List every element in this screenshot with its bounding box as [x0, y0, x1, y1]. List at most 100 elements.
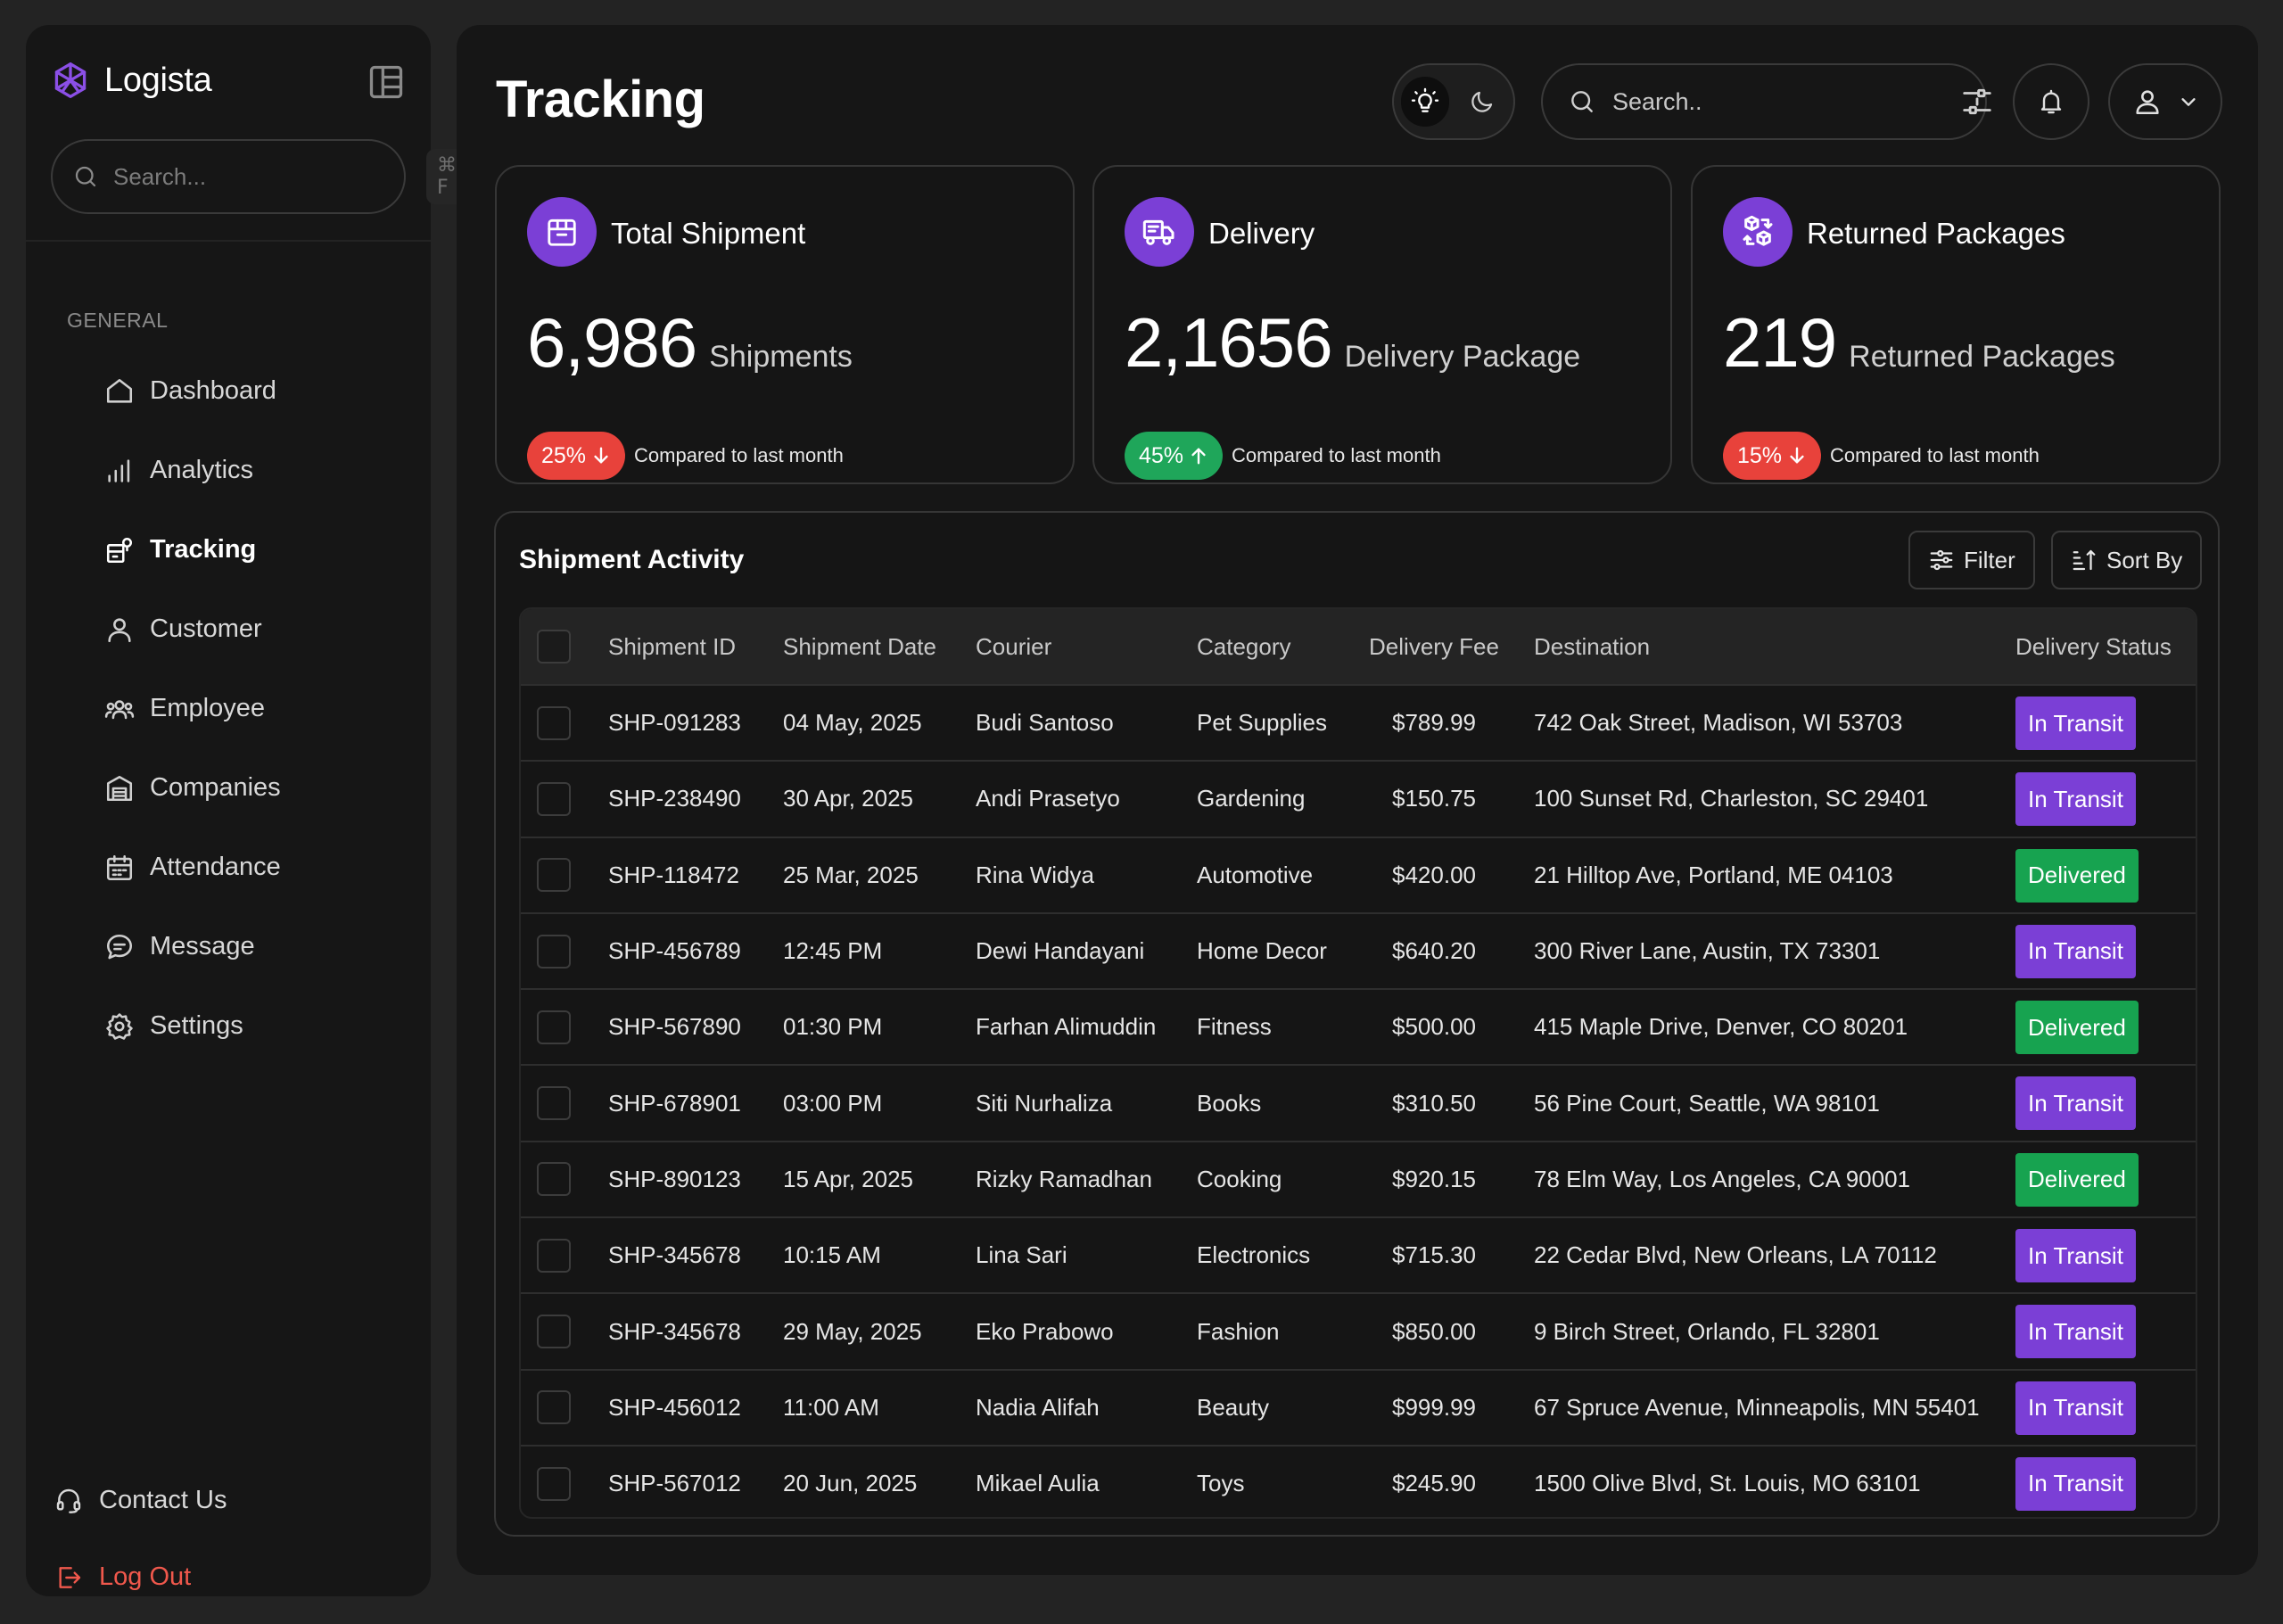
filter-label: Filter	[1964, 546, 2015, 573]
table-row[interactable]: SHP-567890 01:30 PM Farhan Alimuddin Fitnes…	[521, 988, 2196, 1064]
courier: Farhan Alimuddin	[976, 1013, 1157, 1041]
sidebar-item-settings[interactable]: Settings	[67, 986, 406, 1066]
card-unit: Returned Packages	[1849, 340, 2115, 374]
page-title: Tracking	[496, 70, 705, 128]
sidebar-item-label: Employee	[150, 694, 265, 722]
row-checkbox[interactable]	[537, 1390, 571, 1425]
card-unit: Shipments	[709, 340, 853, 374]
table-row[interactable]: SHP-456012 11:00 AM Nadia Alifah Beauty $999…	[521, 1368, 2196, 1445]
header-search[interactable]	[1541, 63, 1991, 140]
card-title: Total Shipment	[611, 217, 806, 250]
sidebar: Logista ⌘ F GENERAL Dashboard Analytics	[26, 25, 467, 1596]
sidebar-toggle-icon[interactable]	[367, 62, 406, 102]
card-unit: Delivery Package	[1344, 340, 1581, 374]
row-checkbox[interactable]	[537, 1086, 571, 1121]
compare-text: Compared to last month	[1232, 444, 1441, 466]
table-row[interactable]: SHP-345678 10:15 AM Lina Sari Electronics $7…	[521, 1216, 2196, 1292]
row-checkbox[interactable]	[537, 1466, 571, 1501]
row-checkbox[interactable]	[537, 858, 571, 893]
sidebar-item-attendance[interactable]: Attendance	[67, 828, 406, 907]
select-all-checkbox[interactable]	[537, 630, 571, 664]
status-badge: In Transit	[2015, 924, 2136, 978]
headset-icon	[54, 1487, 83, 1515]
sidebar-nav: Dashboard Analytics Tracking Customer Em…	[67, 351, 406, 1066]
destination: 100 Sunset Rd, Charleston, SC 29401	[1534, 785, 1929, 812]
sliders-icon[interactable]	[1960, 85, 1994, 119]
column-header[interactable]: Shipment Date	[783, 632, 936, 660]
compare-text: Compared to last month	[1830, 444, 2040, 466]
sidebar-item-employee[interactable]: Employee	[67, 669, 406, 748]
brand[interactable]: Logista	[51, 61, 212, 100]
column-header[interactable]: Destination	[1534, 632, 1651, 660]
table-row[interactable]: SHP-238490 30 Apr, 2025 Andi Prasetyo Garde…	[521, 760, 2196, 836]
table-row[interactable]: SHP-890123 15 Apr, 2025 Rizky Ramadhan Cook…	[521, 1140, 2196, 1216]
shipment-date: 20 Jun, 2025	[783, 1470, 918, 1497]
notifications-button[interactable]	[2013, 63, 2089, 140]
sidebar-item-companies[interactable]: Companies	[67, 748, 406, 828]
user-menu-button[interactable]	[2108, 63, 2222, 140]
table-row[interactable]: SHP-118472 25 Mar, 2025 Rina Widya Automoti…	[521, 836, 2196, 912]
delivery-fee: $789.99	[1392, 709, 1476, 737]
dark-mode-button[interactable]	[1458, 77, 1506, 127]
sidebar-item-dashboard[interactable]: Dashboard	[67, 351, 406, 431]
row-checkbox[interactable]	[537, 1315, 571, 1349]
table-row[interactable]: SHP-091283 04 May, 2025 Budi Santoso Pet Su…	[521, 684, 2196, 760]
category: Fitness	[1197, 1013, 1272, 1041]
sidebar-item-message[interactable]: Message	[67, 907, 406, 986]
destination: 67 Spruce Avenue, Minneapolis, MN 55401	[1534, 1393, 1980, 1421]
light-mode-button[interactable]	[1401, 77, 1449, 127]
column-header[interactable]: Category	[1197, 632, 1291, 660]
delivery-fee: $420.00	[1392, 861, 1476, 888]
change-value: 45%	[1139, 442, 1184, 468]
row-checkbox[interactable]	[537, 1238, 571, 1273]
shipment-id: SHP-238490	[608, 785, 741, 812]
theme-toggle[interactable]	[1392, 63, 1515, 140]
row-checkbox[interactable]	[537, 1010, 571, 1044]
sort-by-button[interactable]: Sort By	[2051, 531, 2203, 589]
sidebar-divider	[26, 240, 431, 242]
sidebar-item-tracking[interactable]: Tracking	[67, 510, 406, 589]
status-badge: In Transit	[2015, 1381, 2136, 1435]
row-checkbox[interactable]	[537, 781, 571, 816]
header-search-input[interactable]	[1612, 87, 1928, 116]
status-badge: In Transit	[2015, 1229, 2136, 1283]
destination: 1500 Olive Blvd, St. Louis, MO 63101	[1534, 1470, 1921, 1497]
shipment-date: 29 May, 2025	[783, 1317, 922, 1345]
logout-button[interactable]: Log Out	[54, 1562, 191, 1592]
destination: 300 River Lane, Austin, TX 73301	[1534, 937, 1881, 965]
category: Toys	[1197, 1470, 1245, 1497]
search-icon	[72, 163, 99, 190]
destination: 742 Oak Street, Madison, WI 53703	[1534, 709, 1903, 737]
status-badge: Delivered	[2015, 1001, 2139, 1055]
sidebar-search-input[interactable]	[113, 162, 412, 191]
search-icon	[1568, 87, 1596, 116]
tracking-icon	[104, 535, 135, 565]
change-badge: 45%	[1125, 432, 1224, 480]
shipment-date: 12:45 PM	[783, 937, 883, 965]
row-checkbox[interactable]	[537, 705, 571, 740]
table-row[interactable]: SHP-345678 29 May, 2025 Eko Prabowo Fashion…	[521, 1292, 2196, 1368]
sidebar-item-customer[interactable]: Customer	[67, 589, 406, 669]
column-header[interactable]: Shipment ID	[608, 632, 737, 660]
contact-us-label: Contact Us	[99, 1486, 227, 1514]
sidebar-item-label: Settings	[150, 1011, 243, 1040]
column-header[interactable]: Delivery Status	[2015, 632, 2172, 660]
contact-us-link[interactable]: Contact Us	[54, 1486, 227, 1515]
table-row[interactable]: SHP-678901 03:00 PM Siti Nurhaliza Books $31…	[521, 1064, 2196, 1140]
column-header[interactable]: Delivery Fee	[1369, 632, 1499, 660]
table-row[interactable]: SHP-456789 12:45 PM Dewi Handayani Home Dec…	[521, 911, 2196, 988]
row-checkbox[interactable]	[537, 934, 571, 969]
category: Home Decor	[1197, 937, 1327, 965]
table-row[interactable]: SHP-567012 20 Jun, 2025 Mikael Aulia Toys $2…	[521, 1444, 2196, 1517]
stat-card-delivery: Delivery 2,1656 Delivery Package 45% Comp…	[1092, 165, 1672, 484]
card-title: Delivery	[1208, 217, 1315, 250]
card-footer: 45% Compared to last month	[1125, 432, 1441, 480]
card-title: Returned Packages	[1807, 217, 2065, 250]
status-badge: In Transit	[2015, 772, 2136, 827]
row-checkbox[interactable]	[537, 1162, 571, 1197]
sidebar-search[interactable]: ⌘ F	[51, 139, 467, 214]
filter-button[interactable]: Filter	[1908, 531, 2035, 589]
column-header[interactable]: Courier	[976, 632, 1052, 660]
destination: 415 Maple Drive, Denver, CO 80201	[1534, 1013, 1908, 1041]
sidebar-item-analytics[interactable]: Analytics	[67, 431, 406, 510]
